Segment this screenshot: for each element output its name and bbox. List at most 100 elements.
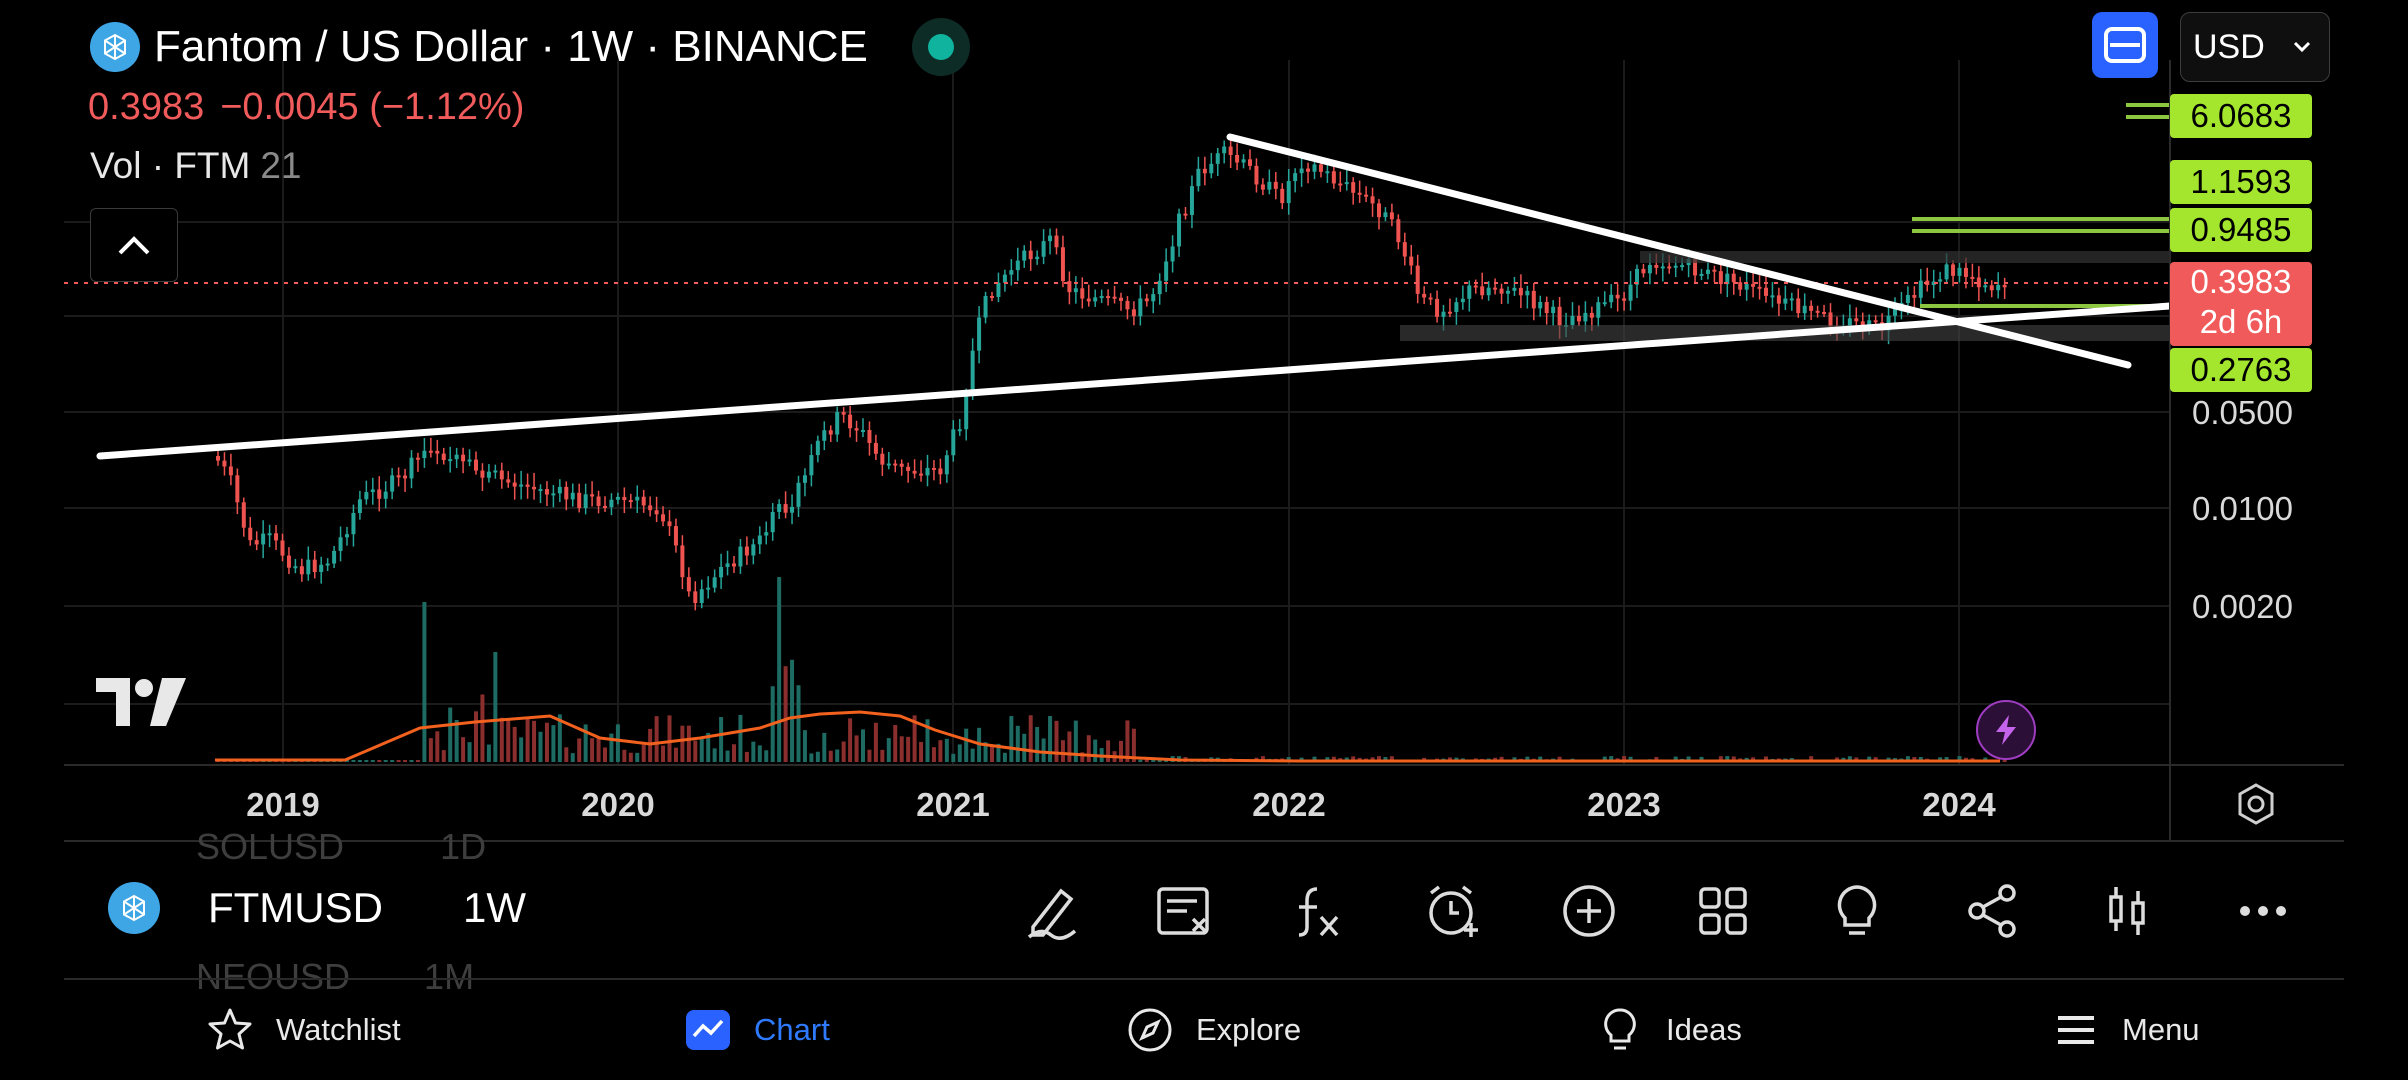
volume-bar — [590, 738, 595, 762]
candle-body — [1847, 318, 1852, 329]
candle-body — [1383, 212, 1388, 218]
fullscreen-button[interactable] — [2092, 12, 2158, 78]
volume-bar — [1538, 756, 1543, 762]
currency-select[interactable]: USD — [2180, 12, 2330, 82]
indicators-button[interactable] — [1286, 878, 1348, 944]
volume-bar — [1731, 756, 1736, 762]
nav-chart[interactable]: Chart — [684, 1006, 830, 1054]
volume-bar — [944, 738, 949, 762]
layouts-button[interactable] — [1692, 878, 1754, 944]
candle-body — [312, 559, 317, 572]
price-level-label[interactable]: 0.2763 — [2170, 348, 2312, 392]
draw-button[interactable] — [1020, 878, 1082, 944]
more-button[interactable] — [2232, 878, 2294, 944]
candle-body — [596, 496, 601, 506]
object-tree-button[interactable] — [1152, 878, 1214, 944]
alerts-bolt-button[interactable] — [1976, 700, 2036, 760]
interval-value[interactable]: 1W — [462, 884, 526, 931]
market-status-icon[interactable] — [911, 18, 970, 76]
volume-bar — [635, 752, 640, 762]
candle-body — [248, 527, 253, 541]
price-level-label[interactable]: 0.9485 — [2170, 208, 2312, 252]
candle-body — [1912, 294, 1917, 298]
candle-body — [1783, 298, 1788, 304]
toolbar-divider — [64, 978, 2344, 980]
candle-body — [1641, 268, 1646, 274]
volume-bar — [1764, 756, 1768, 762]
candle-body — [1428, 297, 1433, 300]
alert-button[interactable] — [1422, 878, 1484, 944]
volume-bar — [667, 715, 672, 762]
candle-body — [1286, 181, 1291, 204]
candle-body — [1222, 146, 1227, 154]
candle-body — [1228, 146, 1233, 155]
candle-body — [345, 534, 349, 538]
candle-body — [1983, 285, 1988, 288]
candle-body — [1138, 298, 1143, 317]
candle-body — [2002, 284, 2007, 288]
volume-bar — [403, 760, 408, 762]
candle-body — [1725, 273, 1730, 285]
volume-bar — [1002, 752, 1007, 762]
volume-bar — [609, 733, 614, 762]
nav-ideas-label: Ideas — [1666, 1012, 1742, 1047]
candle-body — [706, 587, 711, 590]
candle-body — [1976, 277, 1981, 288]
volume-bar — [409, 760, 414, 762]
candle-body — [1151, 294, 1156, 302]
candle-body — [1957, 267, 1962, 276]
candle-body — [1815, 310, 1820, 313]
candle-body — [235, 475, 240, 503]
volume-bar — [654, 716, 659, 762]
share-button[interactable] — [1962, 878, 2024, 944]
current-price-label[interactable]: 0.3983 2d 6h — [2170, 262, 2312, 346]
price-level-label[interactable]: 1.1593 — [2170, 160, 2312, 204]
candle-body — [1260, 184, 1265, 190]
candle-body — [661, 514, 666, 522]
candle-body — [228, 466, 233, 476]
indicators-icon — [1298, 887, 1339, 937]
volume-bar — [1525, 756, 1530, 762]
candle-body — [261, 533, 266, 545]
candle-body — [1776, 295, 1781, 304]
symbol-picker[interactable]: FTMUSD 1W — [108, 882, 526, 934]
candle-body — [615, 496, 620, 500]
nav-explore[interactable]: Explore — [1126, 1006, 1301, 1054]
candle-body — [1796, 298, 1801, 314]
candle-body — [480, 470, 485, 478]
candle-body — [1312, 164, 1317, 172]
candle-body — [1647, 264, 1652, 274]
volume-bar — [783, 666, 788, 762]
volume-bar — [628, 752, 633, 762]
nav-menu[interactable]: Menu — [2052, 1006, 2200, 1054]
candle-body — [564, 486, 569, 500]
candle-body — [1622, 298, 1627, 301]
volume-bar — [1080, 752, 1085, 762]
tradingview-logo-icon[interactable] — [94, 674, 188, 730]
chart-bottom-divider — [64, 840, 2344, 842]
candle-body — [1931, 281, 1936, 286]
next-interval: 1M — [424, 956, 475, 997]
chart-type-button[interactable] — [2096, 878, 2158, 944]
add-button[interactable] — [1558, 878, 1620, 944]
volume-bar — [1867, 756, 1872, 762]
volume-legend[interactable]: Vol · FTM 21 — [90, 145, 302, 187]
chevron-up-icon — [118, 236, 150, 255]
candle-body — [1015, 260, 1020, 271]
candle-body — [1080, 288, 1085, 299]
chart-title-row[interactable]: Fantom / US Dollar · 1W · BINANCE — [90, 18, 970, 76]
collapse-legend-button[interactable] — [90, 208, 178, 282]
nav-ideas[interactable]: Ideas — [1596, 1006, 1742, 1054]
volume-bar — [828, 750, 833, 762]
prev-symbol-row: SOLUSD 1D — [196, 826, 486, 868]
ideas-button[interactable] — [1826, 878, 1888, 944]
volume-bar — [448, 707, 453, 762]
chart-settings-icon[interactable] — [2232, 780, 2280, 828]
candle-body — [848, 414, 853, 429]
candle-body — [506, 479, 511, 483]
nav-watchlist[interactable]: Watchlist — [206, 1006, 401, 1054]
volume-bar — [1106, 740, 1111, 762]
volume-bar — [1331, 756, 1336, 762]
price-level-label[interactable]: 6.0683 — [2170, 94, 2312, 138]
